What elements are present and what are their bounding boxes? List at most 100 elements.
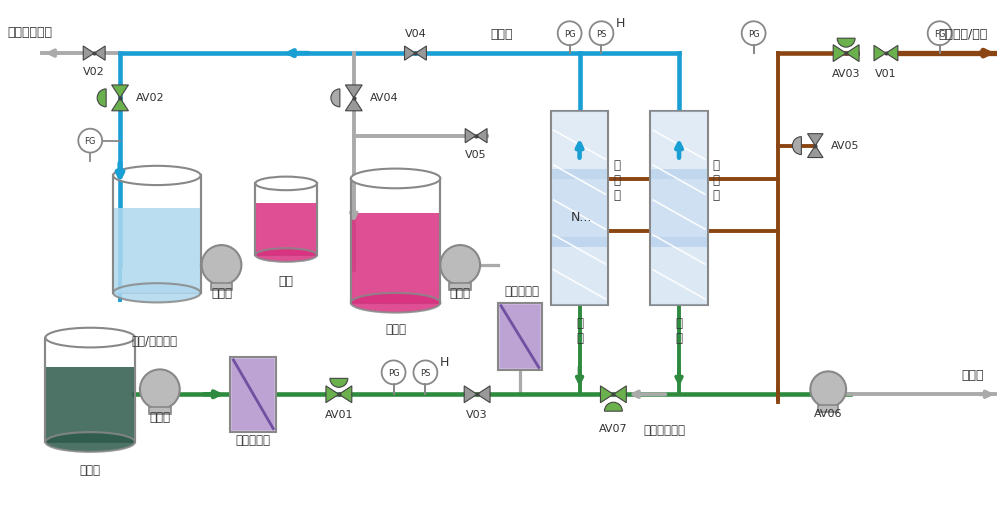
Circle shape bbox=[590, 21, 613, 45]
Wedge shape bbox=[331, 89, 340, 107]
Wedge shape bbox=[837, 38, 855, 47]
Polygon shape bbox=[326, 386, 339, 403]
Polygon shape bbox=[600, 386, 613, 403]
Bar bbox=[230, 357, 276, 432]
Polygon shape bbox=[112, 98, 128, 111]
Polygon shape bbox=[833, 44, 846, 62]
Bar bbox=[818, 405, 838, 412]
Circle shape bbox=[810, 371, 846, 407]
Circle shape bbox=[558, 21, 582, 45]
Bar bbox=[113, 175, 201, 293]
Polygon shape bbox=[415, 46, 426, 60]
Text: AV01: AV01 bbox=[325, 410, 353, 420]
Ellipse shape bbox=[45, 328, 135, 347]
Bar bbox=[255, 184, 317, 255]
Polygon shape bbox=[808, 134, 823, 146]
Text: 无油压缩空气: 无油压缩空气 bbox=[643, 424, 685, 437]
Bar bbox=[45, 338, 135, 442]
Bar bbox=[498, 303, 542, 370]
Polygon shape bbox=[345, 85, 362, 98]
Ellipse shape bbox=[351, 293, 440, 313]
Text: FG: FG bbox=[85, 137, 96, 146]
Polygon shape bbox=[808, 146, 823, 158]
Text: PS: PS bbox=[420, 369, 431, 378]
Text: PG: PG bbox=[388, 369, 399, 378]
Bar bbox=[552, 111, 607, 179]
Text: PG: PG bbox=[564, 29, 575, 39]
Polygon shape bbox=[846, 44, 859, 62]
Polygon shape bbox=[112, 85, 128, 98]
Polygon shape bbox=[477, 386, 490, 403]
Text: AV05: AV05 bbox=[831, 141, 860, 150]
Wedge shape bbox=[97, 89, 106, 107]
Bar bbox=[552, 237, 607, 305]
Text: 药箱: 药箱 bbox=[279, 275, 294, 288]
Bar bbox=[651, 111, 707, 179]
Text: AV02: AV02 bbox=[136, 93, 165, 103]
Bar bbox=[256, 204, 316, 255]
Bar bbox=[500, 305, 540, 369]
Bar bbox=[351, 178, 440, 303]
Polygon shape bbox=[339, 386, 352, 403]
Text: FG: FG bbox=[934, 29, 945, 39]
Ellipse shape bbox=[255, 177, 317, 190]
Polygon shape bbox=[345, 98, 362, 111]
Circle shape bbox=[78, 129, 102, 153]
Bar bbox=[149, 407, 171, 414]
Text: 原水泵: 原水泵 bbox=[149, 411, 170, 424]
Ellipse shape bbox=[113, 166, 201, 185]
Text: AV04: AV04 bbox=[370, 93, 398, 103]
Ellipse shape bbox=[113, 283, 201, 302]
Text: V05: V05 bbox=[465, 149, 487, 160]
Text: 原水箱: 原水箱 bbox=[80, 464, 101, 477]
Polygon shape bbox=[83, 46, 94, 60]
Text: V04: V04 bbox=[405, 29, 426, 39]
Polygon shape bbox=[874, 45, 886, 61]
Text: 浓
缩
液: 浓 缩 液 bbox=[613, 159, 620, 202]
Text: 排放口: 排放口 bbox=[961, 369, 984, 383]
Wedge shape bbox=[792, 136, 801, 155]
Ellipse shape bbox=[45, 432, 135, 452]
Ellipse shape bbox=[255, 248, 317, 262]
Text: H: H bbox=[439, 356, 449, 369]
Circle shape bbox=[928, 21, 952, 45]
Text: N...: N... bbox=[571, 211, 592, 224]
Bar bbox=[449, 283, 471, 290]
Bar bbox=[551, 111, 608, 305]
Text: 原
液: 原 液 bbox=[676, 317, 683, 345]
Circle shape bbox=[742, 21, 766, 45]
Circle shape bbox=[413, 360, 437, 384]
Wedge shape bbox=[604, 402, 622, 411]
Text: PS: PS bbox=[596, 29, 607, 39]
Text: PG: PG bbox=[748, 29, 759, 39]
Bar bbox=[232, 359, 274, 430]
Ellipse shape bbox=[351, 169, 440, 188]
Polygon shape bbox=[886, 45, 898, 61]
Text: 不合格水排放: 不合格水排放 bbox=[8, 26, 53, 39]
Text: 清洗箱: 清洗箱 bbox=[385, 323, 406, 336]
Text: 浓
缩
液: 浓 缩 液 bbox=[713, 159, 720, 202]
Text: AV07: AV07 bbox=[599, 424, 628, 434]
Polygon shape bbox=[613, 386, 626, 403]
Text: 超滤液: 超滤液 bbox=[490, 28, 513, 41]
Text: 反洗泵: 反洗泵 bbox=[211, 287, 232, 300]
Bar bbox=[651, 237, 707, 305]
Polygon shape bbox=[464, 386, 477, 403]
Circle shape bbox=[140, 370, 180, 409]
Text: 原
液: 原 液 bbox=[576, 317, 583, 345]
Polygon shape bbox=[465, 129, 476, 143]
Bar bbox=[46, 367, 134, 442]
Text: 产水/反洗水箱: 产水/反洗水箱 bbox=[132, 334, 178, 347]
Bar bbox=[211, 283, 232, 290]
Text: AV03: AV03 bbox=[832, 69, 860, 79]
Circle shape bbox=[202, 245, 241, 285]
Circle shape bbox=[440, 245, 480, 285]
Text: 清洗过滤器: 清洗过滤器 bbox=[504, 285, 539, 298]
Polygon shape bbox=[94, 46, 105, 60]
Circle shape bbox=[382, 360, 406, 384]
Text: V02: V02 bbox=[83, 67, 105, 77]
Bar bbox=[352, 213, 439, 303]
Bar bbox=[552, 169, 607, 247]
Bar bbox=[651, 169, 707, 247]
Bar bbox=[114, 208, 200, 293]
